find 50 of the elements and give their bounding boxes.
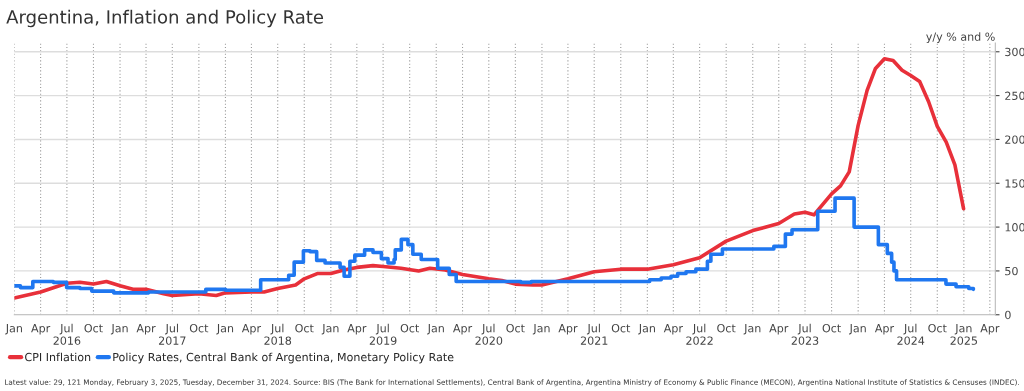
x-tick-label: Apr [241,324,262,335]
x-tick-label: Oct [189,323,209,333]
x-tick-label: Jul 2017 [158,323,186,345]
x-tick-label: Oct [506,323,525,333]
x-tick-label: Jul 2016 [53,323,81,345]
legend-label: CPI Inflation [25,352,91,362]
x-tick-label: Oct [717,323,736,333]
y-axis-title: y/y % and % [926,32,995,44]
x-tick-label: Jan [638,324,655,335]
x-tick-label: Jul 2022 [686,323,713,345]
x-tick-label: Jul 2019 [369,323,397,345]
x-tick-label: Jan 2025 [950,324,978,345]
x-tick-label: Apr [980,324,1000,335]
y-tick-label: 50 [1005,266,1018,276]
y-tick-label: 300 [1005,47,1024,57]
x-tick-label: Jan [849,324,866,335]
line-series [14,56,966,300]
x-tick-label: Apr [31,324,51,335]
x-tick-label: Jan [5,324,22,335]
x-tick-label: Jan [532,324,550,335]
x-tick-label: Jan [321,324,339,335]
x-tick-label: Jul 2021 [580,323,608,345]
x-tick-label: Apr [453,324,473,335]
y-tick-label: 150 [1005,179,1024,188]
legend-label: Policy Rates, Central Bank of Argentina, Monetary Policy Rate [113,352,454,364]
x-tick-label: Oct [295,323,314,333]
y-tick-label: 100 [1005,223,1024,232]
x-tick-label: Oct [84,323,103,333]
x-tick-label: Jan [110,324,128,335]
x-tick-label: Apr [136,324,156,335]
x-tick-label: Jan [216,324,234,335]
x-tick-label: Jul 2020 [475,323,503,345]
x-tick-label: Apr [769,324,789,335]
x-tick-label: Jan [743,324,761,335]
y-tick-label: 0 [1005,310,1011,320]
x-tick-label: Jul 2018 [264,323,292,345]
y-tick-label: 200 [1005,135,1024,144]
x-tick-label: Oct [928,323,947,333]
x-tick-label: Jan [427,324,444,335]
x-tick-label: Apr [558,324,578,335]
x-tick-label: Oct [400,323,420,333]
x-tick-label: Apr [347,324,367,335]
x-tick-label: Jul 2023 [791,323,819,345]
chart-title: Argentina, Inflation and Policy Rate [6,9,324,28]
x-tick-label: Apr [874,324,895,335]
x-tick-label: Oct [822,323,841,333]
x-tick-label: Oct [611,323,631,333]
x-tick-label: Apr [663,324,683,335]
y-tick-label: 250 [1005,91,1024,100]
x-tick-label: Jul 2024 [897,323,925,345]
